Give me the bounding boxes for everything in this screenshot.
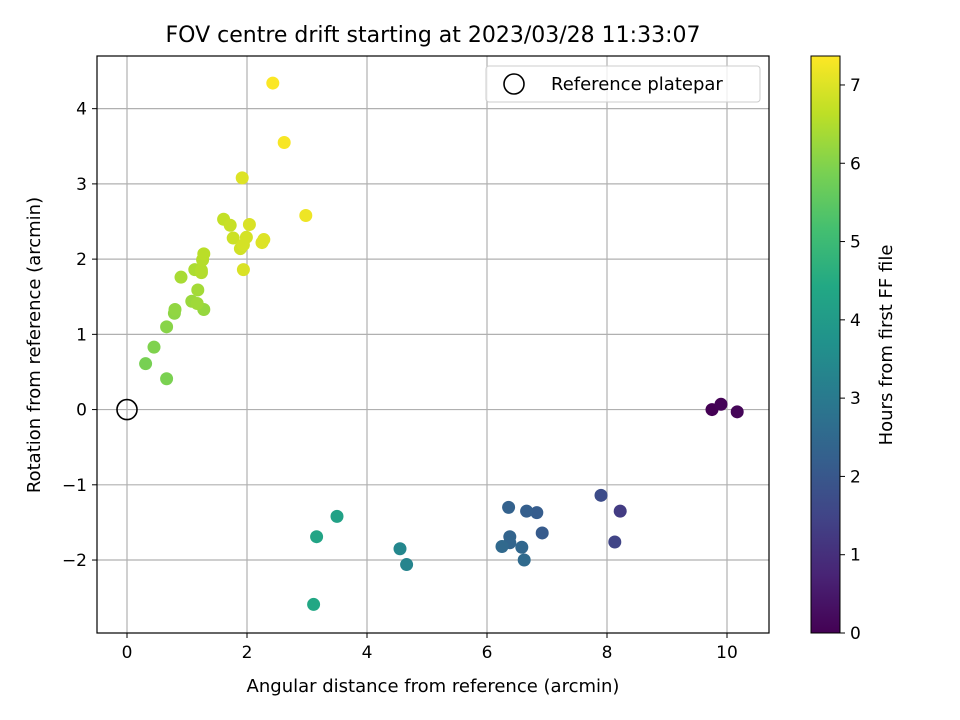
colorbar-label: Hours from first FF file [876, 245, 897, 446]
data-point [400, 558, 414, 572]
data-point [239, 230, 253, 244]
data-point [277, 136, 291, 150]
data-point [594, 488, 608, 502]
data-point [191, 283, 205, 297]
x-tick-label: 2 [242, 643, 253, 663]
data-point [235, 171, 249, 185]
data-point [242, 218, 256, 232]
x-tick-label: 8 [602, 643, 613, 663]
data-point [515, 540, 529, 554]
y-tick-label: 1 [76, 325, 87, 345]
x-axis-label: Angular distance from reference (arcmin) [247, 676, 620, 697]
colorbar-tick-label: 1 [850, 546, 861, 566]
colorbar: 0 1 2 3 4 5 6 7 Hours from first FF file [810, 55, 897, 644]
legend-reference-marker [503, 73, 525, 95]
data-point [608, 535, 622, 549]
reference-platepar-marker [116, 398, 138, 421]
chart-title: FOV centre drift starting at 2023/03/28 … [166, 23, 701, 48]
data-point [530, 506, 544, 520]
y-tick-label: 3 [76, 175, 87, 195]
data-point [226, 231, 240, 245]
colorbar-ticks: 0 1 2 3 4 5 6 7 [840, 76, 861, 644]
data-point [520, 504, 534, 518]
y-axis-ticks: −2 −1 0 1 2 3 4 [62, 100, 97, 571]
colorbar-tick-label: 2 [850, 467, 861, 487]
data-points [116, 76, 744, 611]
data-point [223, 218, 237, 232]
grid-lines [97, 56, 769, 633]
data-point [160, 372, 174, 386]
plot-frame [96, 55, 770, 634]
x-tick-label: 4 [362, 643, 373, 663]
colorbar-gradient [810, 55, 841, 634]
data-point [139, 357, 153, 371]
x-tick-label: 10 [716, 643, 738, 663]
data-point [299, 208, 313, 222]
y-tick-label: 0 [76, 401, 87, 421]
x-tick-label: 0 [122, 643, 133, 663]
data-point [730, 405, 744, 419]
data-point [257, 233, 271, 247]
data-point [147, 340, 161, 354]
y-axis-label: Rotation from reference (arcmin) [24, 197, 45, 493]
y-tick-label: 4 [76, 100, 87, 120]
data-point [535, 526, 549, 540]
data-point [266, 76, 280, 90]
x-tick-label: 6 [482, 643, 493, 663]
colorbar-tick-label: 0 [850, 624, 861, 644]
data-point [613, 504, 627, 518]
data-point [160, 320, 174, 334]
data-point [174, 270, 188, 284]
colorbar-tick-label: 7 [850, 76, 861, 96]
data-point [194, 263, 208, 277]
data-point [714, 397, 728, 411]
colorbar-tick-label: 6 [850, 154, 861, 174]
x-axis-ticks: 0 2 4 6 8 10 [122, 633, 738, 663]
data-point [310, 530, 324, 544]
legend: Reference platepar [485, 65, 761, 103]
colorbar-tick-label: 5 [850, 233, 861, 253]
data-point [495, 539, 509, 553]
y-tick-label: −1 [62, 476, 87, 496]
data-point [197, 247, 211, 261]
data-point [330, 509, 344, 523]
data-point [168, 303, 182, 317]
legend-box [485, 65, 761, 103]
legend-label: Reference platepar [551, 74, 723, 95]
data-point [190, 297, 204, 311]
data-point [307, 597, 321, 611]
data-point [393, 542, 407, 556]
data-point [236, 263, 250, 277]
colorbar-tick-label: 3 [850, 389, 861, 409]
y-tick-label: 2 [76, 250, 87, 270]
data-point [502, 500, 516, 514]
y-tick-label: −2 [62, 551, 87, 571]
data-point [517, 553, 531, 567]
colorbar-tick-label: 4 [850, 311, 861, 331]
